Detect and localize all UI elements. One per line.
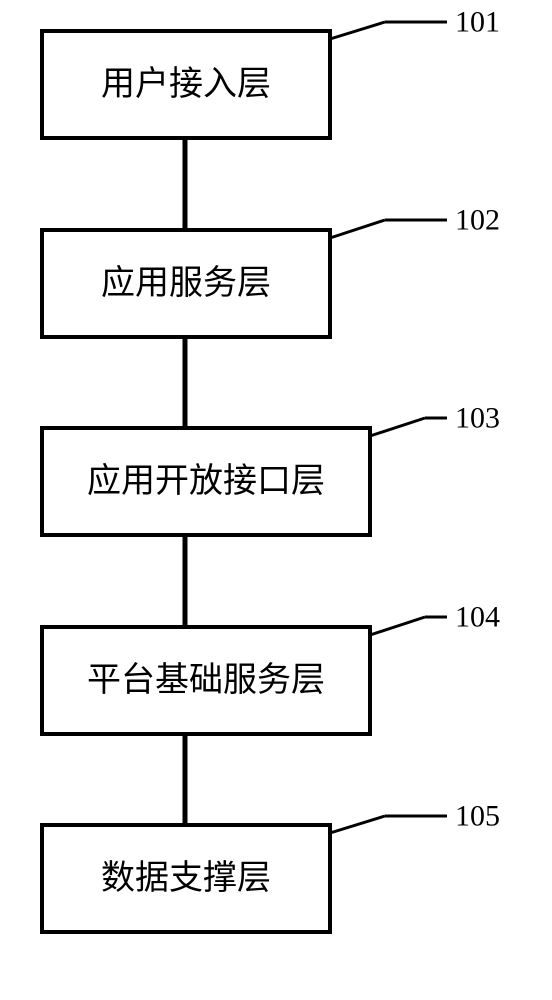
layer-label: 用户接入层 [101,65,271,103]
layer-label: 数据支撑层 [101,859,271,897]
layer-label: 应用服务层 [101,264,271,302]
leader-line [330,816,385,833]
reference-number: 103 [455,402,500,435]
leader-line [330,22,385,39]
layer-label: 应用开放接口层 [87,462,325,500]
layer-label: 平台基础服务层 [87,661,325,699]
leader-line [370,418,425,436]
reference-number: 101 [455,6,500,39]
reference-number: 104 [455,601,500,634]
reference-number: 102 [455,204,500,237]
reference-number: 105 [455,800,500,833]
leader-line [370,617,425,635]
leader-line [330,220,385,238]
